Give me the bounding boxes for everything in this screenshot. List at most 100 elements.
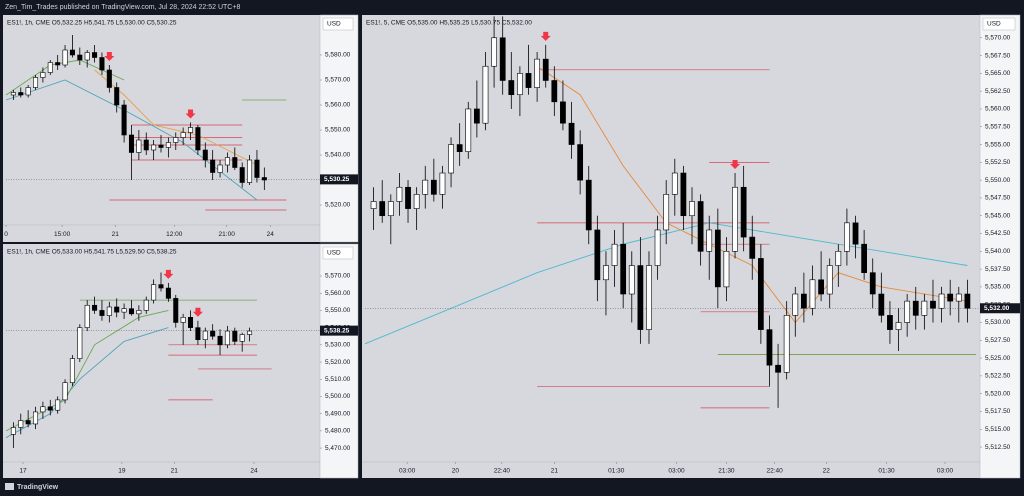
candle-body [55,62,61,66]
y-tick-label: 5,520.00 [325,359,351,366]
y-tick-label: 5,550.00 [325,127,351,134]
candle-body [232,330,238,342]
candle-body [844,222,850,252]
y-tick-label: 5,550.00 [985,177,1011,184]
y-tick-label: 5,557.50 [985,123,1011,130]
last-price-label: 5,532.00 [984,305,1010,312]
y-tick-label: 5,480.00 [325,428,351,435]
candle-body [852,222,859,245]
candle-body [775,364,781,373]
x-tick-label: 19 [118,468,126,475]
candle-body [25,87,31,96]
candle-body [128,308,134,315]
candle-body [165,287,171,299]
candle-body [188,316,194,328]
candle-body [714,229,721,288]
candle-body [224,157,230,166]
candle-body [62,382,68,401]
signal-arrow [104,52,115,61]
moving-average [536,65,968,324]
y-tick-label: 5,562.50 [985,88,1011,95]
candle-body [955,293,962,302]
x-tick-label: 22 [823,468,831,475]
y-tick-label: 5,552.50 [985,159,1011,166]
y-tick-label: 5,520.00 [985,390,1011,397]
candle-body [499,37,506,81]
candle-body [723,251,730,288]
last-price-label: 5,530.25 [324,176,350,183]
chart-title: ES1!, 1h, CME O5,532.25 H5,541.75 L5,530… [7,20,177,27]
footer-brand: TradingView [17,484,59,491]
candle-body [689,201,695,217]
candle-body [25,420,31,425]
candle-body [809,279,816,309]
candle-body [594,229,601,281]
y-tick-label: 5,490.00 [325,410,351,417]
chart-panel [3,15,358,242]
candle-body [783,315,790,373]
candle-body [835,251,842,266]
candle-body [55,399,61,411]
y-tick-label: 5,580.00 [325,52,351,59]
candle-body [706,229,713,252]
currency-box [322,17,354,31]
candle-body [387,201,394,217]
moving-average [94,69,258,166]
candle-body [173,298,179,323]
y-tick-label: 5,530.00 [325,342,351,349]
candle-body [165,142,171,148]
candle-body [47,62,53,73]
candle-body [99,310,105,316]
candle-body [646,265,652,330]
candle-body [482,65,489,124]
currency-label: USD [987,21,1001,28]
currency-box [982,17,1016,31]
y-tick-label: 5,530.00 [985,319,1011,326]
x-tick-label: 01:30 [878,468,895,475]
candle-body [195,127,201,151]
candle-body [904,300,911,323]
candle-body [239,167,245,183]
candle-body [106,69,112,88]
y-tick-label: 5,510.00 [325,376,351,383]
candle-body [99,57,105,71]
candle-body [930,300,936,309]
y-tick-label: 5,527.50 [985,337,1011,344]
candle-body [379,201,386,217]
candle-body [654,229,661,266]
y-tick-label: 5,565.00 [985,70,1011,77]
candle-body [801,293,807,309]
candle-body [413,194,420,209]
candle-body [69,49,75,56]
candle-body [912,300,919,316]
signal-arrow [185,109,196,119]
candle-body [84,52,90,61]
candle-body [439,172,446,195]
x-tick-label: 22:40 [494,468,511,475]
chart-title: ES1!, 5, CME O5,535.00 H5,535.25 L5,530.… [366,20,532,27]
candle-body [671,172,678,195]
y-tick-label: 5,470.00 [325,445,351,452]
y-tick-label: 5,570.00 [325,273,351,280]
candle-body [77,54,83,61]
x-tick-label: 21:00 [219,231,236,238]
price-axis [319,243,359,479]
candle-body [826,265,833,295]
y-tick-label: 5,540.00 [985,248,1011,255]
y-tick-label: 5,540.00 [325,152,351,159]
currency-label: USD [327,250,341,257]
candle-body [92,304,98,311]
candle-body [603,265,609,281]
candle-body [247,330,253,335]
candle-body [232,157,238,168]
candle-body [210,330,216,337]
y-tick-label: 5,550.00 [325,307,351,314]
last-price-box [980,303,1020,314]
candle-body [508,80,515,96]
y-tick-label: 5,560.00 [985,106,1011,113]
candle-body [448,144,454,174]
candle-body [491,37,497,67]
price-axis [979,14,1021,479]
candle-body [217,335,223,346]
x-tick-label: 21:30 [718,468,735,475]
